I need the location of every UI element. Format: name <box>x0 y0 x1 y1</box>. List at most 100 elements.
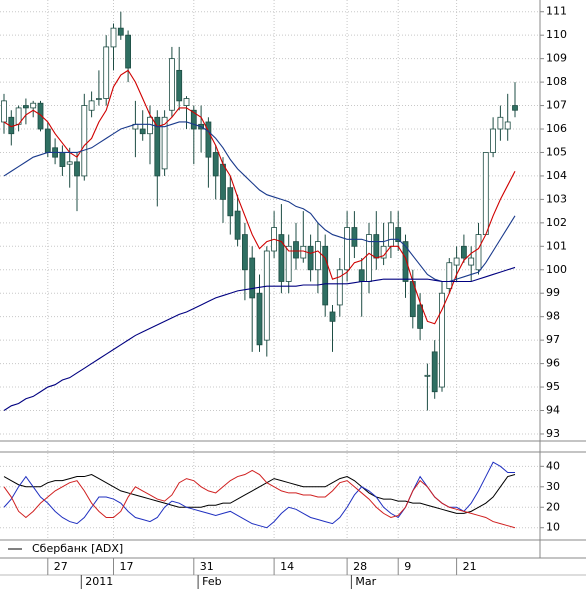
candle-body <box>117 27 124 36</box>
candle-body <box>44 128 51 153</box>
y-tick-label: 30 <box>546 480 560 493</box>
candle-body <box>234 210 241 240</box>
candle-body <box>205 121 212 158</box>
y-tick-label: 105 <box>546 145 567 158</box>
candle-body <box>161 116 168 170</box>
moving-average <box>3 266 516 411</box>
y-tick-label: 99 <box>546 286 560 299</box>
candle-body <box>453 257 460 266</box>
y-tick-label: 96 <box>546 357 560 370</box>
candle-body <box>439 292 445 388</box>
candle-body <box>468 257 475 266</box>
moving-average <box>3 121 516 283</box>
y-tick-label: 10 <box>546 521 560 534</box>
candle-body <box>424 374 431 377</box>
candle-body <box>59 152 66 167</box>
candle-body <box>139 128 146 135</box>
candle-body <box>154 116 161 177</box>
candle-body <box>402 241 409 282</box>
candle-body <box>300 245 307 259</box>
candle-body <box>1 100 7 123</box>
indicator-line <box>3 473 516 514</box>
y-tick-label: 94 <box>546 404 560 417</box>
candle-body <box>66 161 73 165</box>
candle-body <box>417 304 424 329</box>
candle-body <box>293 241 299 259</box>
x-tick-label: 14 <box>280 560 294 573</box>
y-tick-label: 102 <box>546 216 567 229</box>
candle-body <box>358 269 365 282</box>
candle-body <box>497 116 504 130</box>
candle-body <box>30 102 37 109</box>
y-tick-label: 40 <box>546 459 560 472</box>
candle-body <box>329 311 336 322</box>
y-tick-label: 93 <box>546 427 560 440</box>
moving-average <box>3 69 516 325</box>
candle-body <box>475 234 482 271</box>
candle-body <box>446 262 453 289</box>
candle-body <box>176 69 183 102</box>
period-label: 2011 <box>85 575 113 588</box>
candle-body <box>395 227 402 243</box>
candle-body <box>125 34 131 69</box>
candle-body <box>168 58 175 111</box>
candle-body <box>504 121 511 130</box>
candle-body <box>227 187 234 217</box>
y-tick-label: 107 <box>546 99 567 112</box>
candle-body <box>373 234 380 259</box>
candle-body <box>263 250 270 341</box>
candle-body <box>314 241 321 271</box>
candle-body <box>490 128 497 153</box>
y-tick-label: 20 <box>546 500 560 513</box>
y-tick-label: 110 <box>546 28 567 41</box>
candle-body <box>344 227 351 271</box>
y-tick-label: 111 <box>546 5 567 18</box>
candle-body <box>307 245 314 271</box>
candle-body <box>482 152 489 235</box>
candle-body <box>256 292 263 346</box>
x-tick-label: 17 <box>120 560 134 573</box>
legend-label: Сбербанк [ADX] <box>32 542 123 555</box>
candle-body <box>220 163 226 200</box>
x-tick-label: 31 <box>200 560 214 573</box>
x-tick-label: 9 <box>404 560 411 573</box>
candle-body <box>74 161 80 177</box>
candle-body <box>285 245 292 282</box>
candle-body <box>322 245 329 306</box>
x-tick-label: 27 <box>54 560 68 573</box>
candle-body <box>387 222 394 247</box>
y-tick-label: 108 <box>546 75 567 88</box>
candle-body <box>278 234 285 282</box>
candle-body <box>212 152 219 177</box>
candle-body <box>351 227 358 247</box>
candle-body <box>431 351 438 393</box>
candle-body <box>81 105 88 177</box>
candle-body <box>190 109 197 130</box>
candle-body <box>110 27 117 48</box>
candle-body <box>241 234 248 271</box>
candle-body <box>147 116 153 135</box>
candle-body <box>96 98 102 100</box>
candle-body <box>37 102 44 130</box>
y-tick-label: 101 <box>546 239 567 252</box>
period-label: Feb <box>202 575 221 588</box>
y-tick-label: 97 <box>546 333 560 346</box>
period-label: Mar <box>355 575 376 588</box>
x-tick-label: 21 <box>463 560 477 573</box>
candle-body <box>22 105 29 109</box>
candle-body <box>88 100 95 111</box>
y-tick-label: 104 <box>546 169 567 182</box>
candle-body <box>460 245 467 259</box>
indicator-line <box>3 469 516 529</box>
y-tick-label: 95 <box>546 380 560 393</box>
y-tick-label: 98 <box>546 310 560 323</box>
candle-body <box>336 269 343 306</box>
candle-body <box>512 105 518 111</box>
y-tick-label: 109 <box>546 52 567 65</box>
candle-body <box>103 46 110 99</box>
candle-body <box>183 98 190 106</box>
candle-body <box>249 257 256 299</box>
y-tick-label: 106 <box>546 122 567 135</box>
